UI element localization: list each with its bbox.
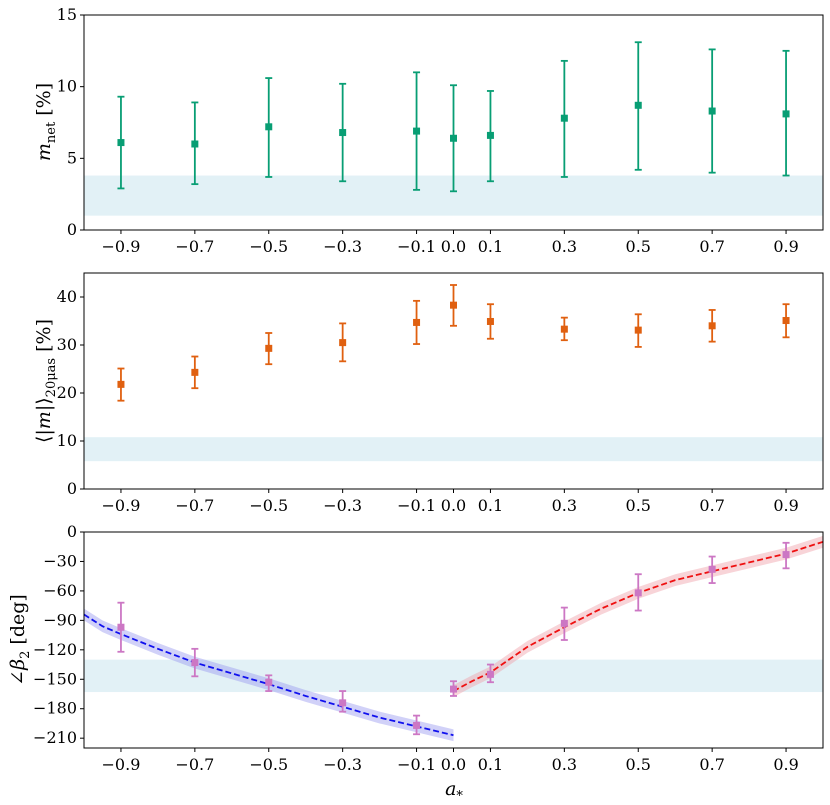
x-tick-label: −0.5 — [249, 755, 288, 774]
x-tick-label: 0.1 — [478, 496, 503, 515]
data-point — [265, 344, 273, 352]
data-point — [339, 339, 347, 347]
data-point — [486, 670, 494, 678]
x-tick-label: 0.9 — [773, 237, 798, 256]
y-axis-label-m-net: mnet [%] — [33, 83, 59, 161]
x-tick-label: −0.1 — [397, 755, 436, 774]
x-tick-label: 0.7 — [699, 496, 724, 515]
x-tick-label: 0.0 — [441, 237, 466, 256]
panel-mean-abs-m: 0 10 20 30 40 −0.9 −0.7 −0.5 −0.3 −0.1 0.0 0.1 0.3 0.… — [57, 272, 824, 515]
y-tick-label: −60 — [43, 581, 77, 600]
data-point — [191, 368, 199, 376]
y-tick-label: 0 — [67, 522, 77, 541]
data-point — [191, 659, 199, 667]
plot-area — [117, 41, 790, 193]
data-point — [339, 699, 347, 707]
y-tick-label: 0 — [67, 479, 77, 498]
y-tick-label: 5 — [67, 148, 77, 167]
data-point — [191, 140, 199, 148]
x-tick-label: 0.3 — [552, 755, 577, 774]
data-point — [560, 325, 568, 333]
x-tick-label: 0.7 — [699, 755, 724, 774]
y-tick-label: 40 — [57, 287, 77, 306]
x-tick-label: −0.9 — [102, 755, 141, 774]
data-point — [265, 123, 273, 131]
data-point — [782, 110, 790, 118]
data-point — [117, 623, 125, 631]
data-point — [117, 139, 125, 147]
x-tick-label: −0.1 — [397, 237, 436, 256]
x-tick-label: 0.7 — [699, 237, 724, 256]
data-point — [486, 317, 494, 325]
fit-band-1 — [84, 608, 454, 742]
data-point — [413, 318, 421, 326]
panel-angle-beta2: 0 −30 −60 −90 −120 −150 −180 −210 −0.9 −0.7 −0.5 −0… — [33, 522, 824, 774]
y-axis-label-mean-abs-m: ⟨|m|⟩20μas [%] — [33, 319, 59, 443]
data-point — [708, 107, 716, 115]
data-point — [782, 317, 790, 325]
y-tick-label: −210 — [33, 728, 77, 747]
x-tick-label: −0.3 — [323, 755, 362, 774]
plot-area — [84, 535, 823, 742]
data-point — [450, 301, 457, 309]
y-tick-label: −180 — [33, 699, 77, 718]
data-point — [117, 380, 125, 388]
y-tick-label: −90 — [43, 610, 77, 629]
y-tick-label: 10 — [57, 431, 77, 450]
data-point — [634, 589, 642, 597]
x-axis-label: a* — [445, 778, 463, 804]
data-point — [708, 565, 716, 573]
data-point — [413, 127, 421, 135]
x-tick-label: −0.7 — [175, 496, 214, 515]
x-tick-label: −0.5 — [249, 496, 288, 515]
data-point — [560, 114, 568, 122]
data-point — [450, 685, 457, 693]
y-axis-label-angle-beta2: ∠β2 [deg] — [7, 594, 33, 686]
x-tick-label: 0.9 — [773, 496, 798, 515]
data-point — [339, 129, 347, 137]
y-tick-label: −150 — [33, 669, 77, 688]
data-point — [782, 551, 790, 559]
data-point — [265, 678, 273, 686]
y-tick-label: 30 — [57, 335, 77, 354]
x-tick-label: −0.5 — [249, 237, 288, 256]
x-tick-label: −0.3 — [323, 496, 362, 515]
x-tick-label: 0.9 — [773, 755, 798, 774]
reference-band — [84, 437, 823, 462]
x-tick-label: 0.0 — [441, 755, 466, 774]
data-point — [708, 322, 716, 330]
x-tick-label: −0.3 — [323, 237, 362, 256]
y-tick-label: −120 — [33, 640, 77, 659]
panel-m-net: 0 5 10 15 −0.9 −0.7 −0.5 −0.3 −0.1 0.0 0.1 0.3 0.5 0.… — [57, 5, 824, 256]
y-tick-label: −30 — [43, 551, 77, 570]
y-tick-label: 15 — [57, 5, 77, 24]
x-tick-label: 0.5 — [626, 755, 651, 774]
y-tick-label: 10 — [57, 77, 77, 96]
x-tick-label: 0.0 — [441, 496, 466, 515]
x-tick-label: 0.1 — [478, 755, 503, 774]
x-tick-label: 0.3 — [552, 496, 577, 515]
data-point — [413, 721, 421, 729]
x-tick-label: 0.5 — [626, 237, 651, 256]
x-tick-label: 0.3 — [552, 237, 577, 256]
fit-line-1 — [84, 613, 454, 737]
x-tick-label: −0.1 — [397, 496, 436, 515]
y-tick-label: 20 — [57, 383, 77, 402]
x-tick-label: 0.5 — [626, 496, 651, 515]
data-point — [486, 131, 494, 139]
x-tick-label: −0.7 — [175, 237, 214, 256]
data-point — [634, 326, 642, 334]
plot-area — [117, 284, 790, 402]
x-tick-label: −0.7 — [175, 755, 214, 774]
x-tick-label: −0.9 — [102, 237, 141, 256]
y-tick-label: 0 — [67, 220, 77, 239]
data-point — [560, 619, 568, 627]
data-point — [450, 134, 457, 142]
x-tick-label: −0.9 — [102, 496, 141, 515]
data-point — [634, 101, 642, 109]
x-tick-label: 0.1 — [478, 237, 503, 256]
